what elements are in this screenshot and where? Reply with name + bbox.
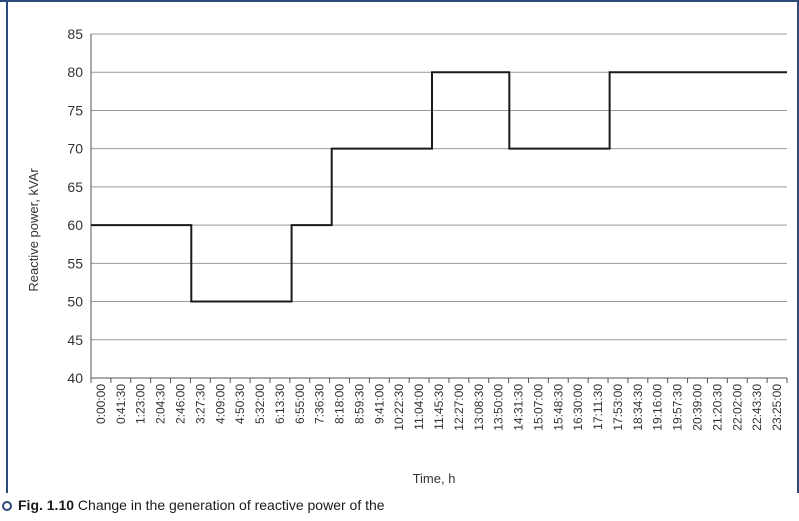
- x-tick-label-26: 17:53:00: [611, 384, 625, 431]
- x-tick-label-31: 21:20:30: [710, 384, 724, 431]
- x-tick-label-8: 5:32:00: [253, 384, 267, 424]
- x-tick-label-25: 17:11:30: [591, 384, 605, 430]
- x-tick-label-34: 23:25:00: [770, 384, 784, 431]
- y-tick-label-45: 45: [67, 332, 83, 348]
- x-tick-label-29: 19:57:30: [671, 384, 685, 431]
- x-tick-label-2: 1:23:00: [134, 384, 148, 424]
- x-tick-label-10: 6:55:00: [293, 384, 307, 424]
- grid-lines: [91, 33, 787, 341]
- x-tick-label-18: 12:27:00: [452, 384, 466, 431]
- x-tick-label-12: 8:18:00: [333, 384, 347, 424]
- x-tick-label-22: 15:07:00: [531, 384, 545, 431]
- reactive-power-chart: 40 45 50 55 60 65 70 75 80 85 0:00:00 0:41:30 1:23:…: [26, 26, 788, 486]
- series-line-0: [91, 71, 787, 303]
- x-tick-label-21: 14:31:30: [512, 384, 526, 431]
- y-axis-ticks: 40 45 50 55 60 65 70 75 80 85: [67, 26, 83, 386]
- x-tick-label-13: 8:59:30: [352, 384, 366, 424]
- x-tick-label-0: 0:00:00: [94, 384, 108, 424]
- y-tick-label-55: 55: [67, 255, 83, 271]
- x-tick-label-20: 13:50:00: [492, 384, 506, 431]
- x-tick-label-4: 2:46:00: [173, 384, 187, 424]
- x-axis-ticks: 0:00:00 0:41:30 1:23:00 2:04:30 2:46:00 3:27:…: [90, 378, 788, 431]
- series-layer: [91, 71, 787, 303]
- y-tick-label-50: 50: [67, 294, 83, 310]
- x-tick-label-14: 9:41:00: [372, 384, 386, 424]
- x-tick-label-23: 15:48:30: [551, 384, 565, 431]
- x-tick-label-9: 6:13:30: [273, 384, 287, 424]
- x-tick-label-15: 10:22:30: [392, 384, 406, 431]
- x-tick-label-28: 19:16:00: [651, 384, 665, 431]
- x-tick-label-27: 18:34:30: [631, 384, 645, 431]
- x-tick-label-17: 11:45:30: [432, 384, 446, 430]
- x-tick-label-11: 7:36:30: [313, 384, 327, 424]
- y-tick-label-75: 75: [67, 102, 83, 118]
- x-tick-label-7: 4:50:30: [233, 384, 247, 424]
- caption-marker-icon: [2, 501, 12, 511]
- figure-caption: Fig. 1.10 Change in the generation of re…: [0, 497, 385, 519]
- axes: [90, 34, 787, 379]
- y-tick-label-65: 65: [67, 179, 83, 195]
- x-tick-label-30: 20:39:00: [691, 384, 705, 431]
- x-tick-label-3: 2:04:30: [154, 384, 168, 424]
- x-tick-label-24: 16:30:00: [571, 384, 585, 431]
- caption-figure-label: Fig. 1.10: [18, 497, 75, 513]
- x-tick-label-1: 0:41:30: [114, 384, 128, 424]
- y-tick-label-70: 70: [67, 141, 83, 157]
- y-tick-label-80: 80: [67, 64, 83, 80]
- x-tick-label-6: 4:09:00: [213, 384, 227, 424]
- y-tick-label-60: 60: [67, 217, 83, 233]
- x-tick-label-16: 11:04:00: [412, 384, 426, 430]
- x-tick-label-19: 13:08:30: [472, 384, 486, 431]
- y-tick-label-85: 85: [67, 26, 83, 42]
- x-axis-title: Time, h: [413, 471, 456, 486]
- x-tick-label-32: 22:02:00: [730, 384, 744, 431]
- x-tick-label-5: 3:27:30: [193, 384, 207, 424]
- y-tick-label-40: 40: [67, 370, 83, 386]
- caption-text: Change in the generation of reactive pow…: [74, 497, 385, 513]
- x-tick-label-33: 22:43:30: [750, 384, 764, 431]
- y-axis-title: Reactive power, kVAr: [26, 168, 41, 292]
